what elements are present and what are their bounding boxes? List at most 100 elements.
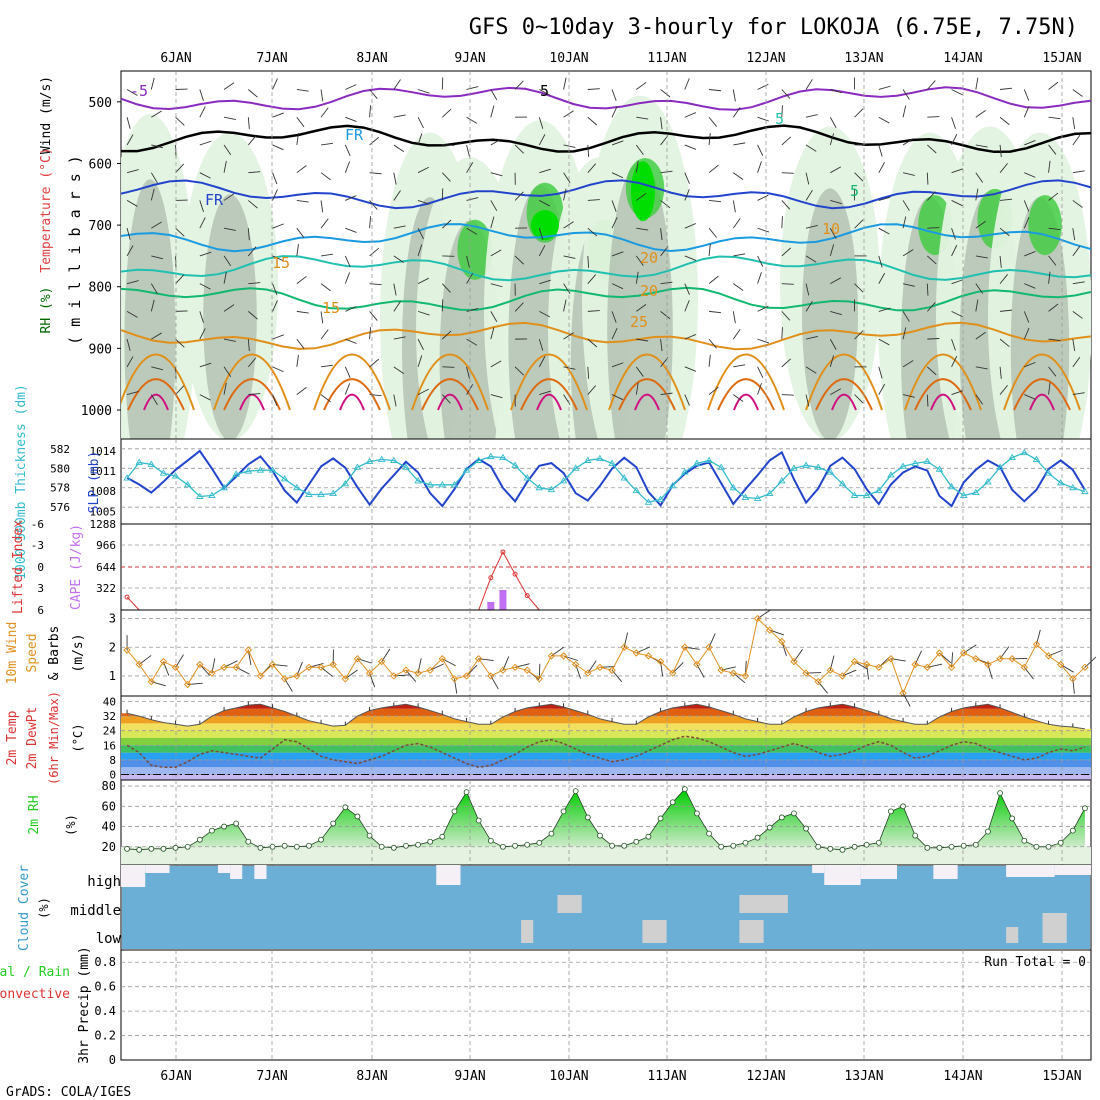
- wind-barb: [272, 394, 278, 406]
- wind-barb: [805, 335, 818, 340]
- wind-barb: [539, 390, 551, 396]
- chart-title: GFS 0~10day 3-hourly for LOKOJA (6.75E, …: [469, 15, 1078, 40]
- temp-band: [121, 708, 1091, 717]
- lifted-index-point: [500, 549, 506, 555]
- wind-barb: [587, 144, 590, 157]
- wind-barb: [951, 390, 964, 396]
- wind-barb: [150, 188, 155, 201]
- wind-barb: [223, 160, 227, 173]
- wind-barb: [538, 356, 546, 368]
- rh-point: [500, 843, 506, 850]
- wind-barb: [1024, 361, 1036, 368]
- isotherm-arc: [904, 353, 982, 411]
- wind-speed-marker: [280, 675, 289, 683]
- temp-axis-label: 2m Temp: [5, 710, 20, 765]
- wind-barb: [272, 223, 284, 229]
- thickness-marker: [487, 452, 495, 460]
- wind-barb: [805, 114, 818, 118]
- wind-barb: [951, 168, 964, 174]
- temp-band: [121, 774, 1091, 780]
- wind-speed-marker: [365, 669, 374, 677]
- wind-barb: [611, 106, 618, 118]
- rh-point: [754, 834, 761, 841]
- rh-point: [948, 843, 955, 850]
- wind-barb: [1024, 172, 1036, 178]
- rh-point: [1045, 843, 1052, 850]
- wind-barb: [126, 339, 131, 351]
- wind-barb: [490, 249, 502, 257]
- wind-barb: [951, 117, 956, 129]
- wind-barb: [1048, 255, 1057, 266]
- wind-barb: [660, 117, 663, 130]
- wind-barb: [369, 200, 378, 210]
- rh-point: [657, 815, 664, 822]
- thickness-marker: [414, 477, 422, 484]
- rh-point: [803, 825, 809, 832]
- wind-barb: [709, 199, 722, 203]
- wind-barb: [345, 195, 357, 201]
- wind-barb: [1072, 117, 1076, 130]
- cloud-block: [860, 865, 897, 879]
- wind-barb: [393, 394, 397, 407]
- wind-barb: [1024, 250, 1036, 257]
- cloud-block: [557, 895, 582, 913]
- wind-barb: [781, 394, 794, 396]
- wind-barb: [1048, 271, 1051, 284]
- thickness-marker: [596, 454, 604, 462]
- wind-barb: [175, 116, 185, 126]
- rh-line: [127, 788, 1086, 851]
- cape-li-panel: -6 -3 0 3 6 1288 966 644 322 Lifted Index CAPE (J/…: [11, 518, 1092, 617]
- wind-barb: [684, 394, 690, 406]
- wind-barb: [951, 200, 963, 207]
- isotherm-label: 20: [640, 282, 658, 300]
- wind-barb: [248, 282, 261, 285]
- cloud-block: [739, 895, 788, 913]
- thickness-marker: [1032, 455, 1041, 462]
- wind-speed-marker: [317, 663, 325, 672]
- wind-speed-marker: [862, 660, 871, 669]
- lifted-index-tick-label: -6: [31, 518, 44, 531]
- wind-barb: [345, 84, 357, 90]
- wind-barb: [781, 216, 783, 229]
- rh-point: [281, 842, 288, 849]
- wind-barb: [660, 89, 671, 98]
- wind-speed-marker: [923, 663, 932, 672]
- wind-barb: [878, 383, 886, 395]
- wind-barb: [636, 338, 649, 342]
- thickness-marker: [547, 485, 556, 493]
- wind-barb: [369, 216, 372, 229]
- cape-bar: [487, 601, 495, 610]
- rh-point: [597, 832, 603, 839]
- wind-barb: [150, 283, 158, 295]
- wind-barb: [781, 105, 783, 118]
- wind-barb: [587, 255, 590, 268]
- isotherm-arc: [510, 353, 588, 411]
- wind-barb: [975, 299, 979, 312]
- wind-barb: [999, 384, 1008, 395]
- wind-barb: [732, 311, 736, 324]
- rh-point: [378, 843, 385, 850]
- wind-barb: [830, 277, 842, 285]
- thickness-marker: [535, 483, 544, 491]
- thickness-marker: [426, 480, 434, 488]
- wind-barb: [563, 299, 567, 312]
- wind-barb: [951, 89, 963, 96]
- wind-barb: [247, 339, 250, 352]
- isotherm-arc: [1003, 353, 1081, 411]
- rh-area: [127, 789, 1085, 850]
- wind-barb: [393, 172, 397, 185]
- wind-barb: [199, 394, 211, 401]
- isotherm-arc: [733, 393, 759, 411]
- thickness-axis-label: 1000-500mb Thickness (dm): [14, 384, 29, 580]
- top-date-labels: 6JAN 7JAN 8JAN 9JAN 10JAN 11JAN 12JAN 13JAN 14JA…: [160, 51, 1081, 66]
- wind-barb: [660, 339, 663, 352]
- wind-barb: [1048, 303, 1059, 312]
- temp-band: [121, 752, 1091, 760]
- isotherm-line: [121, 223, 1091, 253]
- isotherm-line: [121, 179, 1091, 210]
- wind-barb: [563, 77, 567, 90]
- thickness-marker: [862, 491, 871, 498]
- isotherm-arc: [536, 393, 562, 411]
- wind-barb: [708, 132, 711, 146]
- wind-speed-marker: [220, 663, 228, 672]
